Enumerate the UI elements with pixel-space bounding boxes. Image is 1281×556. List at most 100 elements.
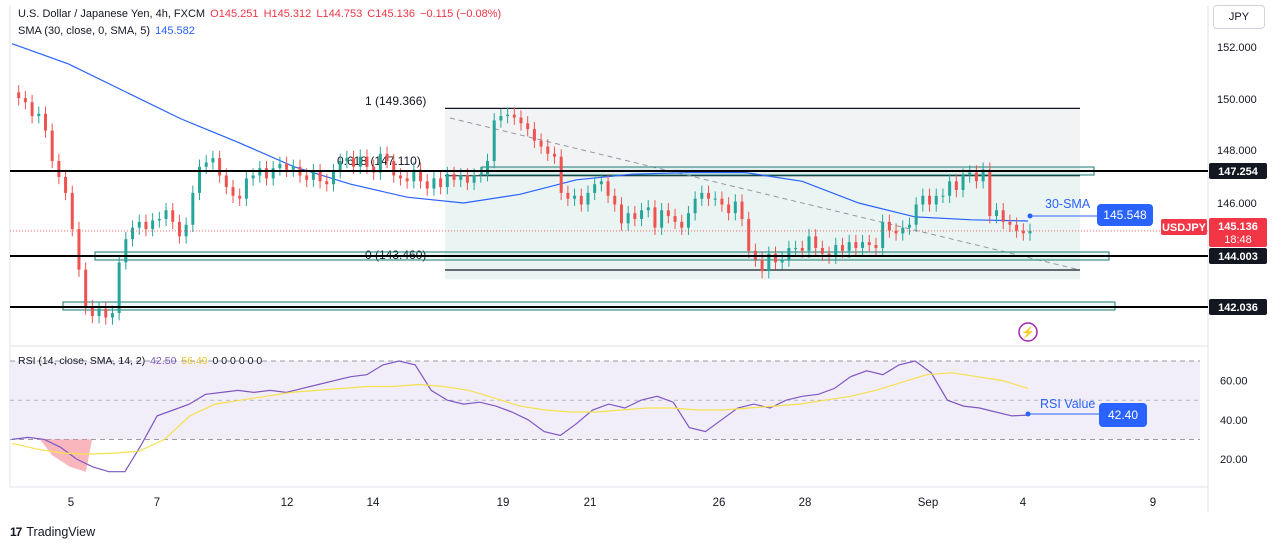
candle-body: [164, 210, 168, 219]
time-tick-label: Sep: [918, 497, 938, 509]
candle-body: [1028, 230, 1032, 234]
footer-brand[interactable]: 17 TradingView: [10, 525, 95, 539]
level-tag-text-1: 144.003: [1218, 251, 1258, 263]
symbol-tag: [1161, 219, 1207, 235]
sma-legend[interactable]: SMA (30, close, 0, SMA, 5) 145.582: [18, 25, 197, 37]
candle-body: [425, 181, 429, 189]
rsi-value-tag: [1099, 403, 1147, 427]
candle-body: [968, 172, 972, 176]
sma-annotation: 30-SMA: [1045, 197, 1091, 211]
candle-body: [392, 161, 396, 176]
candle-body: [854, 242, 858, 248]
candle-body: [311, 171, 315, 180]
price-tick-label: 146.000: [1217, 198, 1257, 210]
rsi-ma-legend-value: 56.49: [181, 355, 208, 367]
rsi-legend-zeros: 0 0 0 0 0 0: [212, 355, 263, 367]
candle-body: [840, 245, 844, 251]
candle-body: [465, 175, 469, 183]
rsi-tick-label: 60.00: [1220, 376, 1248, 388]
candle-body: [70, 192, 74, 230]
candle-body: [97, 308, 101, 317]
candle-body: [988, 169, 992, 217]
time-tick-label: 14: [367, 497, 380, 509]
fib-label-1: 1 (149.366): [365, 94, 426, 108]
time-tick-label: 12: [281, 497, 294, 509]
candle-body: [90, 307, 94, 317]
candle-body: [566, 192, 570, 199]
candle-body: [385, 153, 389, 162]
sma-legend-value: 145.582: [155, 25, 195, 37]
candle-body: [954, 181, 958, 190]
candle-body: [452, 174, 456, 180]
lightning-glyph: ⚡: [1021, 326, 1035, 339]
candle-body: [137, 221, 141, 228]
candle-body: [278, 163, 282, 169]
candle-body: [1008, 221, 1012, 225]
candle-body: [144, 221, 148, 230]
candle-body: [907, 224, 911, 228]
ohlc-open: O145.251: [210, 8, 259, 20]
candle-body: [84, 269, 88, 308]
rsi-legend-label: RSI (14, close, SMA, 14, 2): [18, 355, 146, 367]
price-tag: [1209, 218, 1267, 247]
candle-body: [653, 207, 657, 228]
candle-body: [633, 213, 637, 219]
candle-body: [365, 156, 369, 167]
candle-body: [198, 166, 202, 193]
ohlc-low: L144.753: [316, 8, 363, 20]
rsi-annotation: RSI Value: [1040, 397, 1095, 411]
candle-body: [305, 175, 309, 180]
candle-body: [593, 184, 597, 193]
candle-body: [231, 187, 235, 196]
candle-body: [439, 178, 443, 188]
candle-body: [673, 216, 677, 222]
candle-body: [352, 158, 356, 167]
candle-body: [727, 204, 731, 214]
candle-body: [264, 168, 268, 179]
candle-body: [921, 195, 925, 205]
lightning-icon[interactable]: [1018, 322, 1038, 342]
time-tick-label: 9: [1150, 497, 1156, 509]
candle-body: [157, 218, 161, 221]
sma-price-tag: [1097, 204, 1153, 226]
candle-body: [747, 218, 751, 251]
candle-body: [767, 253, 771, 272]
rsi-tick-label: 20.00: [1220, 454, 1248, 466]
candle-body: [251, 175, 255, 179]
candle-body: [77, 229, 81, 270]
candle-body: [640, 210, 644, 219]
candle-body: [780, 259, 784, 263]
level-tag-1: [1209, 248, 1267, 264]
currency-selector[interactable]: JPY: [1213, 5, 1265, 29]
candle-body: [606, 181, 610, 196]
candle-body: [693, 198, 697, 214]
candle-body: [110, 313, 114, 318]
candle-body: [104, 308, 108, 318]
candle-body: [874, 245, 878, 248]
rsi-legend[interactable]: RSI (14, close, SMA, 14, 2) 42.50 56.49 …: [18, 355, 264, 367]
candle-body: [519, 117, 523, 124]
price-tick-label: 148.000: [1217, 145, 1257, 157]
time-tick-label: 7: [154, 497, 160, 509]
candle-body: [740, 201, 744, 219]
candle-body: [619, 204, 623, 224]
rsi-tick-label: 40.00: [1220, 415, 1248, 427]
candle-body: [177, 221, 181, 237]
level-tag-text-2: 142.036: [1218, 302, 1258, 314]
candle-body: [934, 195, 938, 205]
candle-body: [184, 224, 188, 237]
price-change: −0.115 (−0.08%): [420, 8, 502, 20]
candle-body: [218, 158, 222, 176]
candle-body: [974, 172, 978, 182]
candle-body: [405, 178, 409, 182]
candle-body: [445, 174, 449, 188]
candle-body: [814, 236, 818, 248]
rsi-oversold-fill: [40, 439, 92, 472]
rsi-legend-value: 42.50: [150, 355, 177, 367]
candle-body: [700, 192, 704, 199]
candle-body: [579, 195, 583, 205]
countdown-text: 18:48: [1224, 234, 1252, 246]
candle-body: [787, 247, 791, 260]
